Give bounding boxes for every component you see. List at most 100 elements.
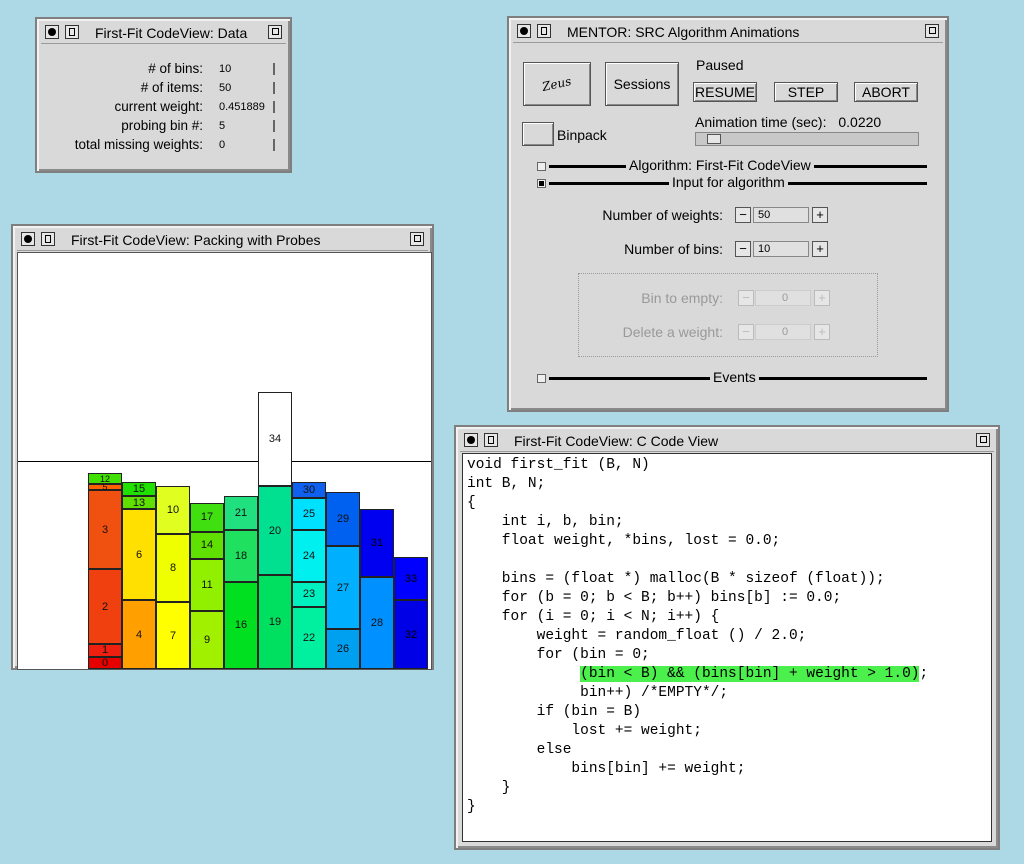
status-text: Paused [696, 57, 744, 73]
slider-thumb[interactable] [707, 134, 722, 144]
resume-button[interactable]: RESUME [693, 82, 757, 102]
code-line: bins = (float *) malloc(B * sizeof (floa… [467, 571, 885, 587]
code-line: float weight, *bins, lost = 0.0; [467, 533, 781, 549]
bin-item-27: 27 [326, 546, 360, 630]
code-line: int B, N; [467, 476, 546, 492]
value-bar [273, 82, 275, 94]
data-label: current weight: [114, 99, 203, 114]
code-window-title: First-Fit CodeView: C Code View [514, 433, 719, 449]
capacity-line [18, 461, 431, 462]
num-weights-field[interactable]: 50 [753, 207, 809, 223]
mentor-window: MENTOR: SRC Algorithm Animations Zeus Se… [507, 16, 949, 412]
window-menu-icon[interactable] [537, 24, 551, 38]
data-row-probing: probing bin #: 5 [37, 118, 287, 137]
animation-time-value: 0.0220 [838, 114, 882, 130]
abort-button[interactable]: ABORT [854, 82, 918, 102]
input-label: Input for algorithm [669, 174, 788, 190]
bin-item-2: 2 [88, 569, 122, 645]
bin-item-7: 7 [156, 602, 190, 669]
packing-window-titlebar[interactable]: First-Fit CodeView: Packing with Probes [17, 230, 428, 251]
mentor-window-titlebar[interactable]: MENTOR: SRC Algorithm Animations [513, 22, 943, 43]
bin-item-6: 6 [122, 508, 156, 601]
num-bins-field[interactable]: 10 [753, 241, 809, 257]
num-bins-label: Number of bins: [624, 241, 723, 257]
delete-weight-label: Delete a weight: [622, 324, 723, 340]
bin-item-31: 31 [360, 508, 394, 578]
close-icon[interactable] [21, 232, 35, 246]
minus-icon[interactable]: − [735, 241, 751, 257]
bin-item-10: 10 [156, 485, 190, 534]
bin-item-8: 8 [156, 533, 190, 603]
code-line: for (i = 0; i < N; i++) { [467, 609, 720, 625]
maximize-icon[interactable] [268, 25, 282, 39]
code-line: weight = random_float () / 2.0; [467, 628, 807, 644]
delete-weight-field: 0 [755, 324, 811, 340]
code-line: if (bin = B) [467, 704, 642, 720]
binpack-session-icon[interactable] [522, 122, 554, 146]
bin-item-29: 29 [326, 492, 360, 547]
zeus-logo: Zeus [541, 74, 573, 94]
window-menu-icon[interactable] [41, 232, 55, 246]
plus-icon[interactable]: + [812, 241, 828, 257]
close-icon[interactable] [464, 433, 478, 447]
bin-item-25: 25 [292, 498, 326, 530]
data-row-weight: current weight: 0.451889 [37, 99, 287, 118]
data-row-missing: total missing weights: 0 [37, 137, 287, 156]
window-menu-icon[interactable] [484, 433, 498, 447]
bin-item-28: 28 [360, 577, 394, 669]
bin-item-34: 34 [258, 392, 292, 486]
code-line: } [467, 799, 476, 815]
bin-item-4: 4 [122, 600, 156, 669]
value-bar [273, 120, 275, 132]
zeus-logo-button[interactable]: Zeus [523, 62, 591, 106]
bin-item-32: 32 [394, 600, 428, 669]
plus-icon[interactable]: + [812, 207, 828, 223]
code-window-titlebar[interactable]: First-Fit CodeView: C Code View [460, 431, 994, 452]
bin-item-22: 22 [292, 606, 326, 669]
data-value: 0.451889 [219, 101, 265, 113]
data-window-titlebar[interactable]: First-Fit CodeView: Data [41, 23, 286, 44]
data-value: 0 [219, 139, 226, 151]
animation-time-caption: Animation time (sec): [695, 114, 827, 130]
window-menu-icon[interactable] [65, 25, 79, 39]
bin-item-20: 20 [258, 485, 292, 576]
plus-icon: + [814, 290, 830, 306]
code-line: (bin < B) && (bins[bin] + weight > 1.0); [580, 666, 929, 682]
data-label: probing bin #: [121, 118, 203, 133]
bin-item-18: 18 [224, 529, 258, 582]
minus-icon[interactable]: − [735, 207, 751, 223]
plus-icon: + [814, 324, 830, 340]
zeus-logo-text: Zeus [541, 74, 573, 94]
close-icon[interactable] [517, 24, 531, 38]
bin-item-26: 26 [326, 629, 360, 669]
packing-canvas: 0 1 2 3 5 12 4 6 13 15 7 8 10 9 11 14 17 16 18 21 19 20 34 22 23… [17, 252, 432, 670]
code-window: First-Fit CodeView: C Code View void fir… [454, 425, 1000, 850]
bin-item-1: 1 [88, 644, 122, 657]
events-label: Events [710, 369, 759, 385]
bin-item-19: 19 [258, 575, 292, 669]
maximize-icon[interactable] [410, 232, 424, 246]
animation-time-slider[interactable] [695, 132, 919, 146]
sessions-button[interactable]: Sessions [605, 62, 679, 106]
binpack-label: Binpack [557, 127, 607, 143]
bin-to-empty-field: 0 [755, 290, 811, 306]
algorithm-radio[interactable] [537, 162, 546, 171]
bin-item-17: 17 [190, 502, 224, 532]
bin-item-16: 16 [224, 581, 258, 669]
close-icon[interactable] [45, 25, 59, 39]
input-radio[interactable] [537, 179, 546, 188]
data-row-bins: # of bins: 10 [37, 61, 287, 80]
step-button[interactable]: STEP [774, 82, 838, 102]
maximize-icon[interactable] [976, 433, 990, 447]
mentor-window-title: MENTOR: SRC Algorithm Animations [567, 24, 800, 40]
events-radio[interactable] [537, 374, 546, 383]
maximize-icon[interactable] [925, 24, 939, 38]
code-line: for (bin = 0; [467, 647, 650, 663]
animation-time-label: Animation time (sec): 0.0220 [695, 114, 881, 130]
packing-window-title: First-Fit CodeView: Packing with Probes [71, 232, 321, 248]
bin-item-21: 21 [224, 496, 258, 530]
packing-window: First-Fit CodeView: Packing with Probes … [11, 224, 434, 670]
bin-item-24: 24 [292, 529, 326, 582]
code-line: lost += weight; [467, 723, 702, 739]
bin-item-15: 15 [122, 481, 156, 497]
